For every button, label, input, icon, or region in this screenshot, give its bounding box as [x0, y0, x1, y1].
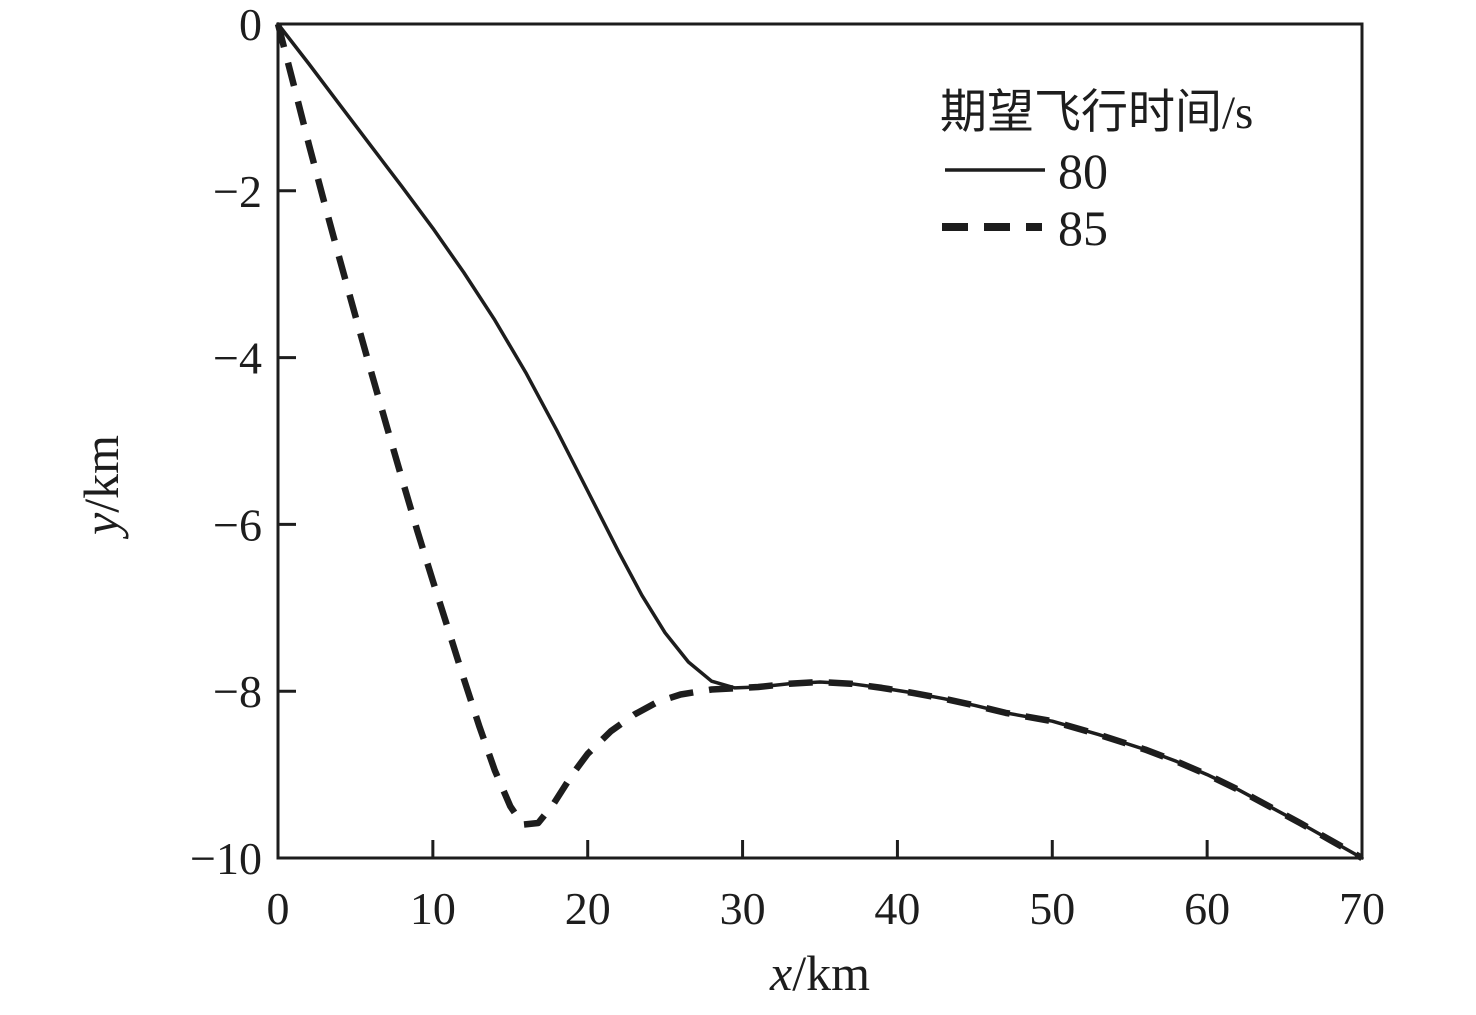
x-tick-label: 70 — [1339, 883, 1385, 934]
legend-entry-85: 85 — [942, 200, 1108, 256]
legend-label-85: 85 — [1058, 200, 1108, 256]
plot-border — [276, 22, 1364, 860]
x-axis-label: x/km — [769, 945, 870, 1001]
axis-ticks — [276, 22, 1364, 860]
legend: 期望飞行时间/s 80 85 — [940, 87, 1253, 256]
y-tick-label: −8 — [213, 666, 262, 717]
y-axis-label: y/km — [73, 435, 129, 540]
y-tick-label: −10 — [190, 833, 262, 884]
y-tick-label: −6 — [213, 499, 262, 550]
y-tick-label: 0 — [239, 0, 262, 50]
x-tick-label: 0 — [267, 883, 290, 934]
y-tick-label: −4 — [213, 333, 262, 384]
x-axis-unit: /km — [792, 945, 870, 1001]
legend-label-80: 80 — [1058, 143, 1108, 199]
x-tick-label: 30 — [720, 883, 766, 934]
x-tick-label: 20 — [565, 883, 611, 934]
x-tick-label: 60 — [1184, 883, 1230, 934]
series-85-line — [274, 23, 1364, 861]
series-80-line — [276, 22, 1364, 860]
y-axis-variable: y — [73, 512, 129, 540]
axis-tick-labels: 0 10 20 30 40 50 60 70 0 −2 −4 −6 −8 −10 — [190, 0, 1385, 934]
x-axis-variable: x — [769, 945, 792, 1001]
x-tick-label: 10 — [410, 883, 456, 934]
legend-entry-80: 80 — [945, 143, 1108, 199]
y-tick-label: −2 — [213, 166, 262, 217]
x-tick-label: 40 — [874, 883, 920, 934]
x-tick-label: 50 — [1029, 883, 1075, 934]
y-axis-unit: /km — [73, 435, 129, 513]
legend-title: 期望飞行时间/s — [940, 87, 1253, 139]
